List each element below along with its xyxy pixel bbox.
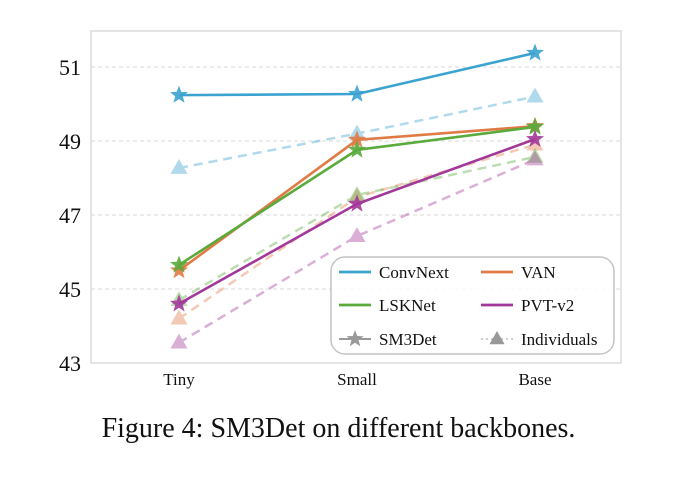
data-point-star	[347, 194, 367, 212]
series-sm3det-convnext	[169, 43, 545, 103]
data-point-triangle	[170, 309, 188, 325]
data-point-star	[525, 43, 545, 61]
legend-label: PVT-v2	[521, 296, 574, 315]
data-point-star	[169, 294, 189, 312]
legend-label: ConvNext	[379, 263, 449, 282]
data-point-star	[525, 117, 545, 135]
legend-item: VAN	[481, 263, 556, 282]
figure-caption: Figure 4: SM3Det on different backbones.	[101, 413, 576, 444]
data-point-star	[169, 261, 189, 279]
series-line	[178, 155, 536, 302]
legend-star-icon	[346, 330, 364, 347]
x-tick-label: Base	[518, 370, 551, 389]
data-point-star	[169, 255, 189, 273]
data-point-triangle	[526, 147, 544, 163]
legend-item: SM3Det	[339, 330, 437, 349]
legend-item: LSKNet	[339, 296, 436, 315]
series-line	[178, 158, 536, 344]
legend-label: LSKNet	[379, 296, 436, 315]
data-point-star	[347, 84, 367, 102]
series-individuals-pvt-v2	[170, 150, 544, 349]
data-point-triangle	[348, 227, 366, 242]
data-point-star	[347, 130, 367, 148]
legend-triangle-icon	[489, 331, 505, 345]
series-sm3det-pvt-v2	[169, 129, 545, 312]
data-point-star	[525, 129, 545, 147]
legend-item: Individuals	[481, 330, 598, 349]
series-sm3det-lsknet	[169, 117, 545, 273]
data-point-star	[169, 85, 189, 103]
x-tick-label: Tiny	[163, 370, 195, 389]
y-tick-label: 45	[59, 277, 81, 302]
y-tick-label: 47	[59, 203, 81, 228]
legend-box	[330, 256, 615, 355]
legend-label: SM3Det	[379, 330, 437, 349]
data-point-star	[347, 140, 367, 158]
data-point-triangle	[526, 150, 544, 166]
x-tick-label: Small	[337, 370, 377, 389]
data-point-triangle	[348, 186, 366, 201]
data-point-triangle	[170, 159, 188, 174]
legend-label: VAN	[521, 263, 556, 282]
y-tick-label: 43	[59, 351, 81, 376]
y-tick-label: 51	[59, 55, 81, 80]
data-point-triangle	[170, 333, 188, 349]
data-point-triangle	[526, 87, 544, 103]
y-tick-label: 49	[59, 129, 81, 154]
line-chart: 43 45 47 49 51 Tiny Small Base ConvNext VAN LSKNet…	[59, 30, 622, 389]
legend-label: Individuals	[521, 330, 598, 349]
legend: ConvNext VAN LSKNet PVT-v2 SM3Det Individuals	[330, 256, 615, 355]
legend-item: PVT-v2	[481, 296, 574, 315]
legend-item: ConvNext	[339, 263, 449, 282]
